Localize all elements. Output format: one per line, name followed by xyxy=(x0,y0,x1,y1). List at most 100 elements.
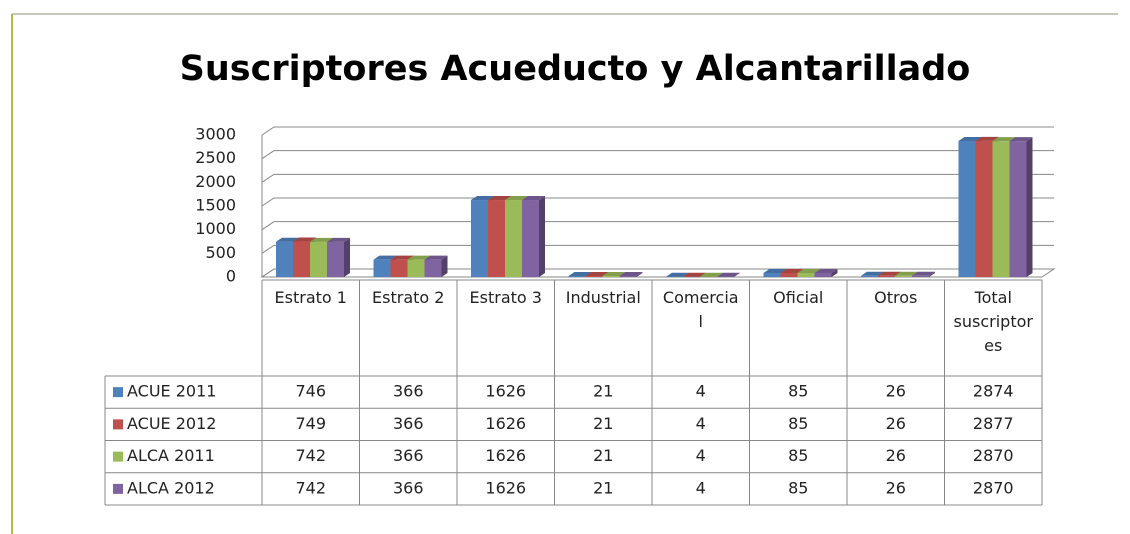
bar xyxy=(1009,137,1033,277)
bar-front xyxy=(293,241,310,277)
bar-front xyxy=(619,276,637,277)
legend-swatch xyxy=(113,451,123,462)
bar-front xyxy=(1009,141,1027,277)
table-value: 2870 xyxy=(973,446,1014,465)
bar-top xyxy=(780,268,804,273)
table-value: 4 xyxy=(696,478,706,497)
bar-front xyxy=(505,200,522,277)
table-value: 366 xyxy=(393,446,424,465)
bar-front xyxy=(895,275,912,277)
table-value: 85 xyxy=(788,414,808,433)
bar-side xyxy=(636,272,643,277)
table-value: 366 xyxy=(393,382,424,401)
category-label: Comercial xyxy=(662,288,739,331)
bar-top xyxy=(878,271,901,276)
legend-label: ACUE 2011 xyxy=(127,382,216,401)
table-value: 742 xyxy=(295,478,326,497)
bar-top xyxy=(912,271,935,276)
table-value: 746 xyxy=(295,382,326,401)
bar-front xyxy=(992,141,1010,277)
legend-swatch xyxy=(113,483,123,494)
bar-front xyxy=(958,140,976,277)
bar-top xyxy=(666,272,689,277)
table-value: 26 xyxy=(886,478,906,497)
category-label: Estrato 3 xyxy=(469,288,542,307)
table-value: 742 xyxy=(295,446,326,465)
table-value: 1626 xyxy=(485,414,526,433)
bar-top xyxy=(1009,137,1033,142)
bar-front xyxy=(780,272,798,277)
table-value: 2874 xyxy=(973,382,1014,401)
bar-front xyxy=(861,275,878,277)
bar-front xyxy=(424,259,442,277)
bar-top xyxy=(619,272,643,277)
table-value: 21 xyxy=(593,478,613,497)
bar xyxy=(619,272,643,277)
category-label: Otros xyxy=(874,288,918,307)
grid-line xyxy=(261,150,1054,160)
y-tick-label: 2000 xyxy=(195,172,236,191)
bar xyxy=(814,268,838,277)
bar-side xyxy=(734,272,740,277)
bar-front xyxy=(276,241,293,277)
bar-front xyxy=(522,200,539,277)
bar xyxy=(717,272,740,277)
table-value: 1626 xyxy=(485,382,526,401)
bar-top xyxy=(327,237,350,242)
bar-top xyxy=(522,196,545,201)
table-value: 2870 xyxy=(973,478,1014,497)
bar-front xyxy=(878,275,895,277)
y-tick-label: 1500 xyxy=(195,196,236,215)
bar-top xyxy=(585,272,609,277)
table-value: 21 xyxy=(593,414,613,433)
bar-front xyxy=(471,200,488,277)
bar-front xyxy=(488,200,505,277)
table-value: 4 xyxy=(696,382,706,401)
table-value: 4 xyxy=(696,446,706,465)
bar-front xyxy=(912,275,929,277)
table-value: 4 xyxy=(696,414,706,433)
bar xyxy=(912,271,935,277)
bar-front xyxy=(763,272,781,277)
y-tick-label: 1000 xyxy=(195,219,236,238)
grid-line xyxy=(261,173,1054,183)
bar-top xyxy=(488,196,511,201)
bar xyxy=(522,196,545,277)
table-value: 21 xyxy=(593,446,613,465)
bar-top xyxy=(373,255,397,260)
category-label: Estrato 2 xyxy=(372,288,445,307)
bar-top xyxy=(568,272,592,277)
bar-side xyxy=(441,255,448,277)
bar-front xyxy=(373,259,391,277)
grid-line xyxy=(261,221,1054,231)
category-label: Oficial xyxy=(773,288,824,307)
bar-front xyxy=(310,241,327,277)
bar-side xyxy=(539,196,545,277)
bar-front xyxy=(327,241,344,277)
legend-label: ACUE 2012 xyxy=(127,414,216,433)
bar-front xyxy=(407,259,425,277)
y-tick-label: 2500 xyxy=(195,148,236,167)
table-value: 1626 xyxy=(485,446,526,465)
bar-top xyxy=(717,272,740,277)
bar-top xyxy=(407,255,431,260)
legend-label: ALCA 2012 xyxy=(127,478,215,497)
bar-top xyxy=(310,237,333,242)
table-value: 26 xyxy=(886,414,906,433)
bar-top xyxy=(814,268,838,273)
bar-front xyxy=(975,140,993,277)
bar-top xyxy=(992,137,1016,142)
bar-side xyxy=(1026,137,1033,277)
bar-front xyxy=(814,272,832,277)
bar-front xyxy=(390,259,408,277)
bar xyxy=(327,237,350,277)
grid-line xyxy=(261,126,1054,136)
chart-title: Suscriptores Acueducto y Alcantarillado xyxy=(180,49,971,89)
category-label: Total suscriptores xyxy=(953,288,1033,355)
table-value: 85 xyxy=(788,446,808,465)
bar-top xyxy=(683,272,706,277)
bar-top xyxy=(602,272,626,277)
grid-line xyxy=(261,197,1054,207)
table-value: 366 xyxy=(393,414,424,433)
